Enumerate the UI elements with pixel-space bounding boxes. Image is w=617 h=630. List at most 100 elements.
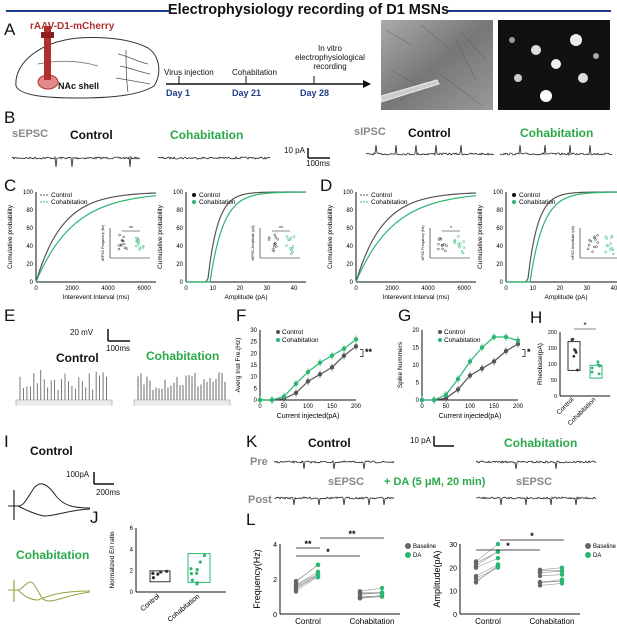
y-tick-label: 6: [130, 526, 134, 532]
sig-marker: **: [348, 529, 356, 539]
inset-point: [461, 251, 465, 255]
pair-line: [295, 564, 319, 582]
y-tick-label: 80: [346, 208, 353, 214]
inset-point: [609, 242, 613, 245]
inset-ylabel: sIPSC Frequency (Hz): [421, 225, 425, 260]
b-scale-x: 100ms: [306, 159, 331, 168]
brightfield-image: [381, 20, 493, 110]
y-tick-label: 100: [343, 190, 354, 196]
inset-point: [288, 247, 292, 250]
inset-point: [460, 249, 464, 253]
b-trace: [157, 156, 271, 160]
k-sepsc-2: sEPSC: [516, 476, 553, 488]
b-control-label: Control: [70, 128, 113, 142]
x-tick-label: 10: [210, 286, 217, 292]
inset-point: [134, 244, 138, 248]
inset-point: [596, 234, 599, 237]
k-scale-y: 10 pA: [410, 436, 431, 445]
inset-point: [142, 244, 145, 248]
category-label: Control: [139, 593, 161, 613]
x-tick-label: 4000: [421, 286, 435, 292]
point: [159, 570, 163, 574]
inset-point: [136, 242, 140, 246]
step-virus: Virus injection: [164, 68, 214, 77]
x-tick-label: 40: [611, 286, 617, 292]
x-tick-label: 200: [513, 404, 524, 410]
y-tick-label: 60: [346, 226, 353, 232]
inset-point: [135, 240, 138, 243]
y-axis-label: Spike Nummers: [397, 341, 404, 388]
inset-point: [122, 242, 126, 246]
x-tick-label: 2000: [385, 286, 399, 292]
y-axis-label: Cumulative probability: [157, 204, 164, 269]
inset-point: [118, 233, 121, 237]
da-point: [559, 578, 565, 584]
pair-line: [539, 567, 563, 571]
y-tick-label: 0: [30, 280, 34, 286]
inset-point: [462, 246, 466, 249]
k-pre: Pre: [250, 456, 268, 468]
pair-line: [475, 543, 499, 562]
x-tick-label: 30: [264, 286, 271, 292]
i-cohab: Cohabitation: [16, 548, 90, 562]
inset-point: [120, 239, 124, 242]
panel-label-l: L: [246, 510, 256, 529]
point: [190, 578, 195, 582]
box-control: [567, 341, 581, 371]
da-point: [559, 568, 565, 573]
y-tick-label: 0: [416, 398, 420, 404]
y-tick-label: 0: [554, 394, 557, 400]
legend-dot-control: [512, 193, 516, 197]
b-sepsc-label: sEPSC: [12, 128, 49, 140]
sig-marker: *: [326, 547, 330, 557]
inset-ylabel: sEPSC Frequency (Hz): [101, 225, 105, 261]
i-scale-y: 100pA: [66, 470, 90, 479]
point: [572, 354, 576, 358]
legend-control: Control: [371, 192, 393, 199]
point: [165, 569, 169, 573]
y-tick-label: 10: [449, 589, 457, 596]
inset-point: [445, 244, 448, 248]
k-scalebar: [433, 436, 454, 447]
baseline-point: [537, 568, 543, 573]
sig-marker: *: [530, 531, 534, 541]
y-tick-label: 40: [176, 244, 183, 250]
y-tick-label: 10: [412, 363, 419, 369]
point: [576, 368, 579, 372]
y-tick-label: 0: [273, 612, 277, 619]
inset-point: [437, 247, 440, 251]
inset-point: [437, 238, 441, 241]
pair-line: [539, 583, 563, 586]
legend-dot-cohab: [192, 200, 196, 204]
inset-point: [594, 238, 597, 241]
sig-marker: *: [506, 541, 510, 551]
da-point: [379, 585, 385, 591]
b-cohab-label-2: Cohabitation: [520, 126, 594, 140]
baseline-point: [473, 559, 479, 564]
x-tick-label: 100: [303, 404, 314, 410]
legend-baseline: Baseline: [593, 544, 617, 550]
y-tick-label: 100: [23, 190, 34, 196]
inset-point: [611, 248, 615, 252]
point: [151, 576, 156, 580]
pair-line: [295, 575, 319, 587]
inset-point: [287, 238, 290, 241]
title-rule-right: [448, 10, 611, 12]
k-treatment: + DA (5 μM, 20 min): [384, 476, 486, 488]
y-tick-label: 60: [496, 226, 503, 232]
region-label: NAc shell: [58, 81, 100, 91]
point: [195, 571, 199, 575]
inset-point: [610, 236, 613, 239]
baseline-point: [357, 592, 363, 597]
y-axis-label: Averg Inst Fre.(Hz): [235, 338, 242, 393]
sig-marker: **: [304, 539, 312, 549]
k-trace: [475, 460, 597, 470]
baseline-point: [293, 578, 299, 584]
y-tick-label: 5: [416, 381, 420, 387]
inset-point: [292, 235, 296, 238]
x-tick-label: 0: [34, 286, 38, 292]
baseline-point: [293, 583, 299, 589]
l-charts: 0 2 4 Frequency(Hz) Control Cohabitation Basel…: [252, 529, 617, 626]
x-tick-label: 10: [530, 286, 537, 292]
